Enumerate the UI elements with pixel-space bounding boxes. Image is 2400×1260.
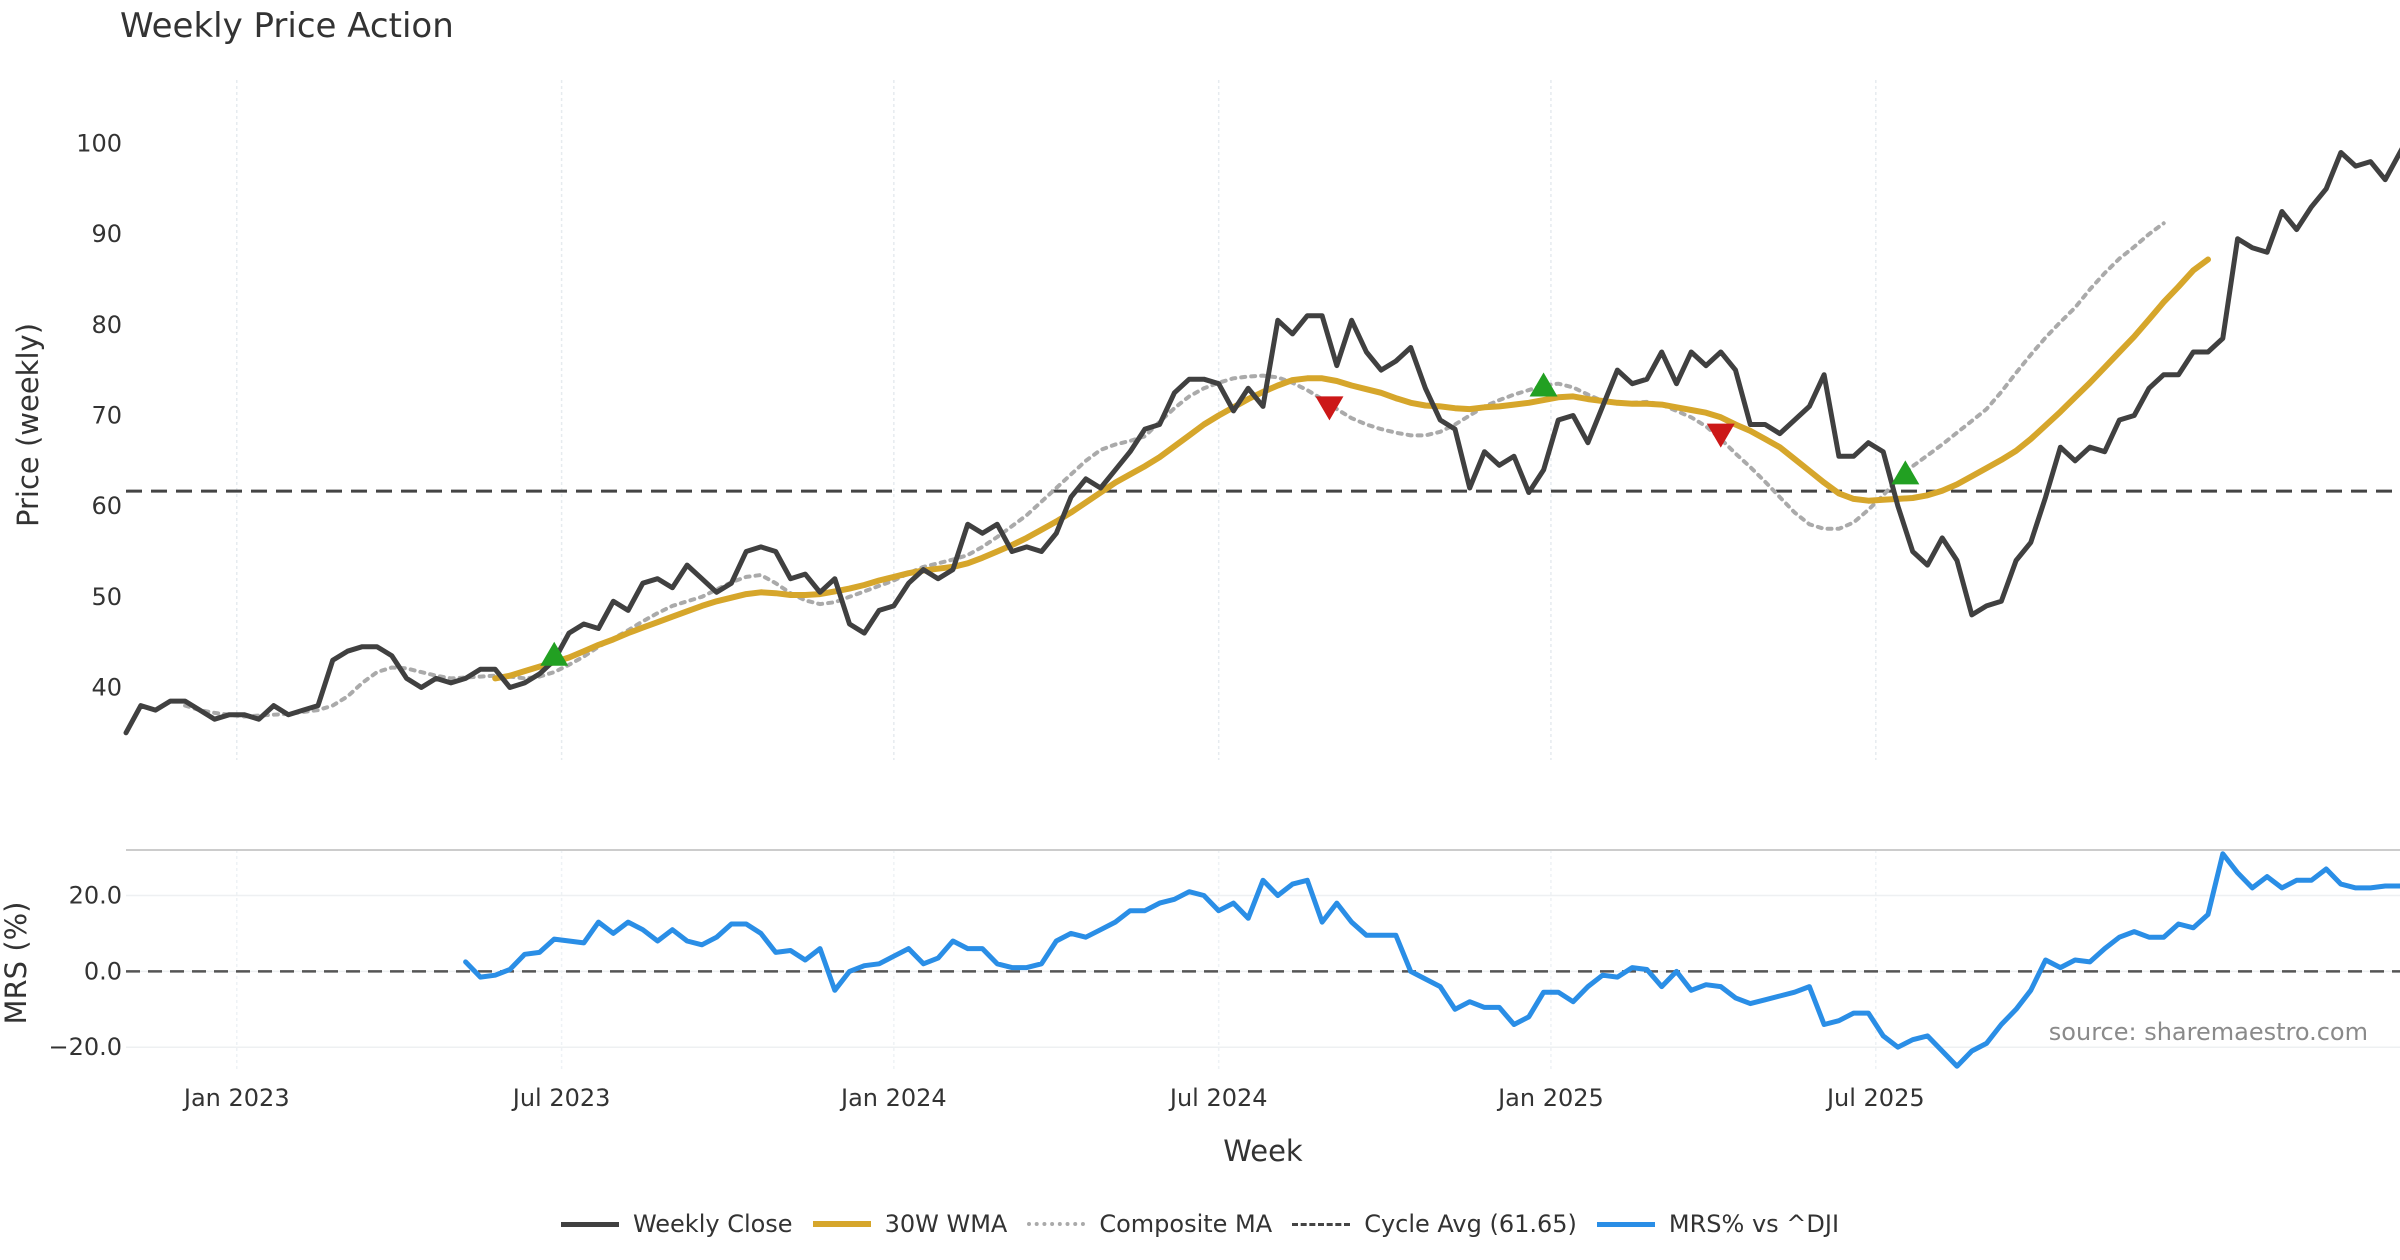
mrs-line bbox=[463, 851, 2400, 1069]
legend-swatch-wma bbox=[812, 1221, 871, 1227]
mrs-y-ticks: 20.0 0.0 −20.0 bbox=[48, 882, 122, 1062]
x-ticks: Jan 2023 Jul 2023 Jan 2024 Jul 2024 Jan 2025… bbox=[182, 1084, 1925, 1112]
price-y-tick-label: 50 bbox=[91, 583, 122, 611]
mrs-y-tick-label: 20.0 bbox=[69, 882, 122, 910]
x-tick-label: Jan 2023 bbox=[182, 1084, 290, 1112]
price-y-tick-label: 70 bbox=[91, 401, 122, 429]
x-tick-label: Jan 2025 bbox=[1496, 1084, 1604, 1112]
legend-label: MRS% vs ^DJI bbox=[1668, 1210, 1840, 1238]
source-credit: source: sharemaestro.com bbox=[2048, 1018, 2368, 1046]
x-tick-label: Jul 2024 bbox=[1168, 1084, 1268, 1112]
mrs-y-tick-label: −20.0 bbox=[48, 1033, 122, 1061]
legend-label: Weekly Close bbox=[632, 1210, 793, 1238]
composite-ma-line bbox=[183, 221, 2166, 719]
x-axis-label: Week bbox=[1223, 1134, 1303, 1168]
x-tick-label: Jul 2025 bbox=[1825, 1084, 1925, 1112]
legend-item-cycle-avg[interactable]: Cycle Avg (61.65) bbox=[1292, 1210, 1577, 1238]
legend-swatch-cycle bbox=[1292, 1222, 1351, 1226]
price-y-tick-label: 90 bbox=[91, 220, 122, 248]
sell-signal-marker bbox=[1315, 396, 1344, 421]
legend-item-mrs[interactable]: MRS% vs ^DJI bbox=[1596, 1210, 1840, 1238]
legend-swatch-close bbox=[560, 1221, 619, 1227]
price-y-axis-label: Price (weekly) bbox=[11, 323, 45, 527]
price-series bbox=[123, 147, 2400, 736]
legend-label: Cycle Avg (61.65) bbox=[1364, 1210, 1577, 1238]
legend-item-composite-ma[interactable]: Composite MA bbox=[1027, 1210, 1272, 1238]
price-y-ticks: 40 50 60 70 80 90 100 bbox=[76, 129, 122, 701]
chart-title: Weekly Price Action bbox=[120, 6, 454, 46]
sell-signal-marker bbox=[1706, 423, 1735, 448]
mrs-y-axis-label: MRS (%) bbox=[0, 902, 33, 1025]
price-grid bbox=[126, 80, 2400, 760]
mrs-y-tick-label: 0.0 bbox=[84, 957, 122, 985]
mrs-series bbox=[463, 851, 2400, 1069]
legend-swatch-mrs bbox=[1596, 1221, 1655, 1227]
legend-label: Composite MA bbox=[1099, 1210, 1273, 1238]
price-y-tick-label: 40 bbox=[91, 673, 122, 701]
buy-signal-marker bbox=[1891, 460, 1920, 485]
legend: Weekly Close 30W WMA Composite MA Cycle … bbox=[0, 1210, 2400, 1238]
x-tick-label: Jul 2023 bbox=[511, 1084, 611, 1112]
legend-item-wma[interactable]: 30W WMA bbox=[812, 1210, 1008, 1238]
price-y-tick-label: 60 bbox=[91, 492, 122, 520]
weekly-close-line bbox=[123, 147, 2400, 736]
price-y-tick-label: 80 bbox=[91, 311, 122, 339]
signal-markers bbox=[540, 372, 1920, 666]
legend-item-weekly-close[interactable]: Weekly Close bbox=[560, 1210, 793, 1238]
price-y-tick-label: 100 bbox=[76, 129, 122, 157]
buy-signal-marker bbox=[540, 641, 569, 666]
legend-swatch-composite bbox=[1027, 1222, 1086, 1226]
x-tick-label: Jan 2024 bbox=[839, 1084, 947, 1112]
legend-label: 30W WMA bbox=[884, 1210, 1008, 1238]
wma-line bbox=[492, 256, 2211, 682]
buy-signal-marker bbox=[1529, 372, 1558, 397]
